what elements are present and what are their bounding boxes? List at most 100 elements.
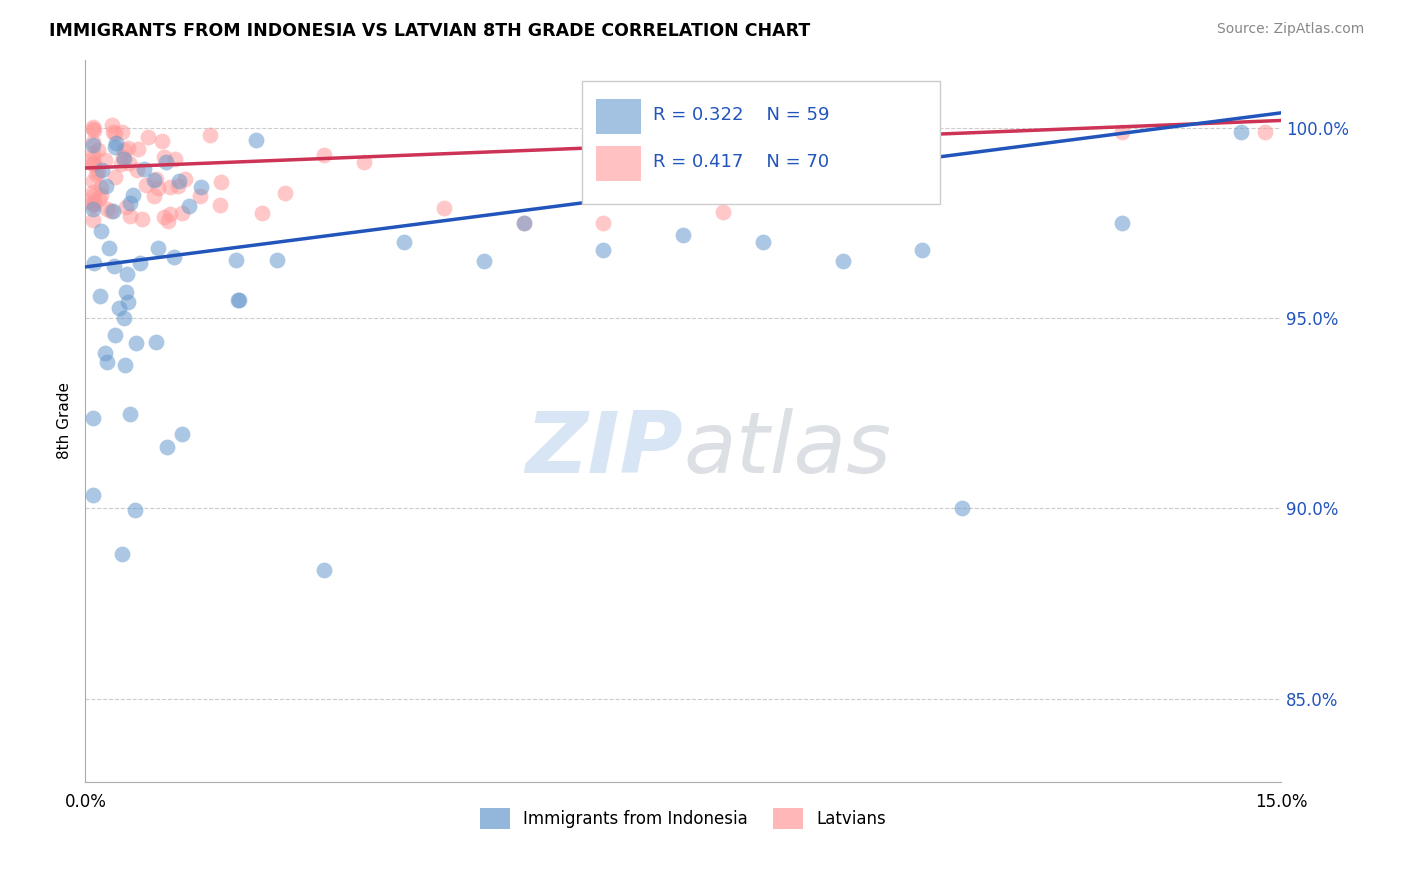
Point (153, 210, 176, 224)
Bar (596, 99, 641, 134)
Point (170, 206, 193, 220)
Point (167, 174, 190, 188)
Point (90, 179, 112, 194)
Point (120, 209, 142, 223)
Point (159, 180, 181, 194)
Text: R = 0.417    N = 70: R = 0.417 N = 70 (654, 153, 830, 171)
Point (82, 185, 104, 199)
Point (118, 156, 141, 170)
Point (94, 178, 117, 193)
Point (96, 355, 118, 369)
Point (1230, 125, 1253, 139)
Point (592, 216, 614, 230)
Point (209, 197, 232, 211)
Point (156, 214, 179, 228)
Point (711, 204, 734, 219)
Point (82, 202, 104, 216)
Point (82, 174, 104, 188)
Point (98, 241, 121, 255)
Point (167, 178, 190, 193)
Point (96, 202, 118, 216)
Point (142, 189, 165, 203)
Point (118, 195, 141, 210)
Point (104, 136, 127, 150)
Point (83, 255, 105, 269)
FancyBboxPatch shape (582, 81, 941, 204)
Point (115, 200, 138, 214)
Point (314, 147, 336, 161)
Point (1254, 125, 1277, 139)
Point (93, 153, 115, 168)
Point (124, 503, 146, 517)
Point (513, 216, 536, 230)
Point (163, 250, 186, 264)
Point (101, 119, 124, 133)
Point (179, 199, 201, 213)
Point (82, 120, 104, 134)
Point (83, 157, 105, 171)
Point (86, 143, 108, 157)
Point (104, 126, 127, 140)
Point (170, 427, 193, 442)
Point (145, 172, 167, 186)
Point (82, 188, 104, 202)
Point (125, 336, 148, 351)
Point (135, 178, 157, 193)
Point (121, 187, 143, 202)
Point (132, 161, 155, 176)
Point (82, 138, 104, 153)
Point (87, 164, 110, 178)
Point (82, 488, 104, 502)
Point (125, 163, 148, 178)
Point (225, 252, 247, 267)
Point (82, 410, 104, 425)
Point (190, 179, 212, 194)
Point (314, 563, 336, 577)
Point (188, 189, 211, 203)
Text: atlas: atlas (683, 409, 891, 491)
Point (90, 224, 112, 238)
Point (226, 293, 249, 308)
Point (117, 295, 139, 310)
Point (592, 243, 614, 257)
Point (82, 157, 104, 171)
Point (1111, 125, 1133, 139)
Point (174, 171, 197, 186)
Point (163, 152, 186, 166)
Text: IMMIGRANTS FROM INDONESIA VS LATVIAN 8TH GRADE CORRELATION CHART: IMMIGRANTS FROM INDONESIA VS LATVIAN 8TH… (49, 22, 810, 40)
Point (101, 204, 124, 219)
Point (83, 193, 105, 207)
Point (117, 141, 139, 155)
Point (146, 241, 169, 255)
Point (245, 133, 267, 147)
Point (103, 259, 125, 273)
Point (148, 181, 170, 195)
Point (83, 197, 105, 211)
Point (672, 227, 695, 242)
Point (90, 187, 112, 202)
Point (82, 195, 104, 210)
Point (513, 216, 536, 230)
Point (266, 253, 288, 268)
Point (156, 440, 179, 454)
Point (112, 153, 135, 167)
Point (110, 157, 132, 171)
Point (142, 173, 165, 187)
Point (104, 170, 127, 185)
Point (250, 205, 273, 219)
Point (153, 150, 176, 164)
Point (1111, 216, 1133, 230)
Point (89, 289, 111, 303)
Point (433, 201, 456, 215)
Point (84, 167, 107, 181)
Point (145, 334, 167, 349)
Point (114, 359, 136, 373)
Point (82, 145, 104, 160)
Text: R = 0.322    N = 59: R = 0.322 N = 59 (654, 106, 830, 124)
Point (87, 192, 110, 206)
Point (273, 186, 295, 200)
Point (108, 301, 131, 315)
Point (115, 268, 138, 282)
Point (114, 285, 136, 299)
Y-axis label: 8th Grade: 8th Grade (58, 383, 72, 459)
